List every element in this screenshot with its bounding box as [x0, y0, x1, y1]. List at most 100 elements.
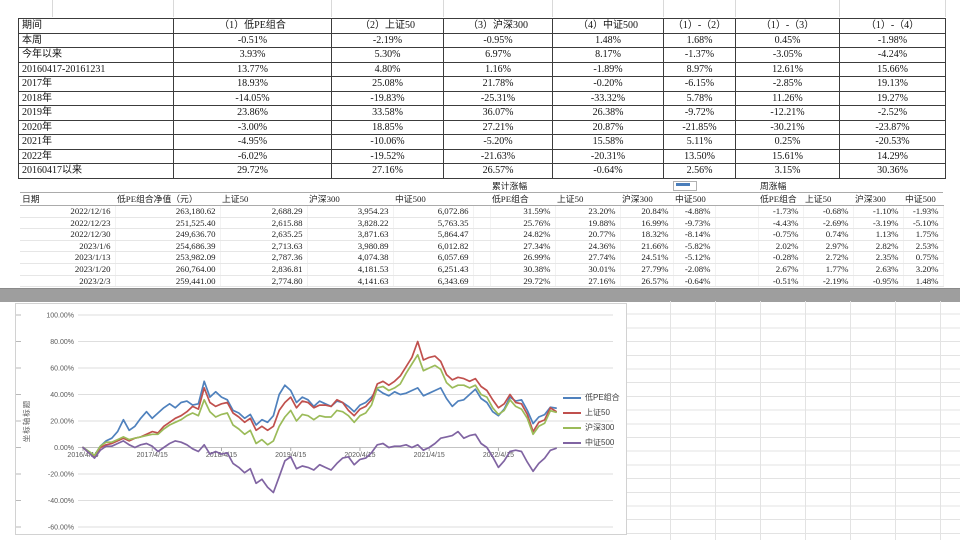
cell[interactable]: 24.36% — [555, 240, 621, 253]
cell[interactable]: 1.48% — [552, 32, 664, 48]
group-header-cell[interactable] — [307, 181, 393, 193]
header-cell[interactable]: 上证50 — [803, 192, 853, 206]
series-line-1[interactable] — [82, 380, 557, 457]
cell[interactable]: -9.73% — [673, 217, 716, 230]
cell[interactable]: -19.83% — [331, 90, 444, 106]
cell[interactable]: -2.19% — [803, 275, 854, 288]
cell[interactable]: 25.76% — [490, 217, 556, 230]
cell[interactable]: 14.29% — [839, 148, 946, 164]
cell[interactable]: -0.20% — [552, 76, 664, 92]
cell[interactable]: 20160417-20161231 — [18, 61, 174, 77]
cell[interactable]: 31.59% — [490, 205, 556, 218]
cell[interactable]: 2,774.80 — [220, 275, 308, 288]
cell[interactable]: -0.64% — [673, 275, 716, 288]
cell[interactable]: 2022/12/23 — [20, 217, 116, 230]
cell[interactable] — [473, 263, 491, 276]
header-cell[interactable]: （1）-（3） — [735, 18, 840, 34]
cell[interactable] — [715, 217, 759, 230]
cell[interactable]: 20.77% — [555, 228, 621, 241]
cell[interactable]: 253,982.09 — [115, 251, 221, 264]
cell[interactable]: 26.57% — [620, 275, 674, 288]
cell[interactable]: 260,764.00 — [115, 263, 221, 276]
cell[interactable]: -2.19% — [331, 32, 444, 48]
header-cell[interactable]: （1）低PE组合 — [173, 18, 332, 34]
cell[interactable]: 5.11% — [663, 134, 736, 150]
cell[interactable]: 2021年 — [18, 134, 174, 150]
cell[interactable]: 26.57% — [443, 163, 553, 179]
cell[interactable]: 2,688.29 — [220, 205, 308, 218]
cell[interactable]: -12.21% — [735, 105, 840, 121]
cell[interactable]: 5,864.47 — [393, 228, 474, 241]
cell[interactable] — [715, 228, 759, 241]
cell[interactable]: -0.95% — [853, 275, 904, 288]
header-cell[interactable]: 沪深300 — [620, 192, 673, 206]
cell[interactable]: 5.30% — [331, 47, 444, 63]
cell[interactable]: 33.58% — [331, 105, 444, 121]
cell[interactable]: 4,141.63 — [307, 275, 394, 288]
cell[interactable]: 18.85% — [331, 119, 444, 135]
cell[interactable]: 2023/2/3 — [20, 275, 116, 288]
cell[interactable]: 27.74% — [555, 251, 621, 264]
group-header-cell[interactable] — [220, 181, 307, 193]
cell[interactable]: 1.77% — [803, 263, 854, 276]
group-header-cell[interactable] — [903, 181, 943, 193]
performance-chart[interactable]: 100.00% 80.00% 60.00% 40.00% 20.00% 0.00% -20.… — [15, 303, 627, 535]
legend-item[interactable]: 上证50 — [563, 405, 625, 420]
cell[interactable]: 6,072.86 — [393, 205, 474, 218]
cell[interactable]: -21.85% — [663, 119, 736, 135]
header-cell[interactable] — [473, 192, 490, 206]
header-cell[interactable]: （2）上证50 — [331, 18, 444, 34]
cell[interactable]: 13.50% — [663, 148, 736, 164]
group-header-cell[interactable] — [620, 181, 673, 193]
cell[interactable]: 2020年 — [18, 119, 174, 135]
cell[interactable]: 20.84% — [620, 205, 674, 218]
cell[interactable] — [473, 251, 491, 264]
mini-embedded-object[interactable] — [673, 181, 697, 191]
cell[interactable]: -4.95% — [173, 134, 332, 150]
cell[interactable]: -2.69% — [803, 217, 854, 230]
cell[interactable]: -19.52% — [331, 148, 444, 164]
cell[interactable]: -1.73% — [758, 205, 804, 218]
cell[interactable] — [715, 205, 759, 218]
cell[interactable]: -0.51% — [173, 32, 332, 48]
cell[interactable]: 2.35% — [853, 251, 904, 264]
group-header-cell[interactable] — [115, 181, 220, 193]
cell[interactable]: -8.14% — [673, 228, 716, 241]
cell[interactable]: 2.72% — [803, 251, 854, 264]
cell[interactable]: -5.20% — [443, 134, 553, 150]
cell[interactable]: 21.78% — [443, 76, 553, 92]
cell[interactable] — [473, 217, 491, 230]
header-cell[interactable] — [715, 192, 758, 206]
cell[interactable]: -3.05% — [735, 47, 840, 63]
cell[interactable]: 2022年 — [18, 148, 174, 164]
cell[interactable]: 2,635.25 — [220, 228, 308, 241]
cell[interactable] — [715, 251, 759, 264]
cell[interactable]: -1.89% — [552, 61, 664, 77]
cell[interactable]: 2.63% — [853, 263, 904, 276]
cell[interactable]: 6,343.69 — [393, 275, 474, 288]
cell[interactable]: 1.13% — [853, 228, 904, 241]
cell[interactable]: 3,954.23 — [307, 205, 394, 218]
cell[interactable]: -1.98% — [839, 32, 946, 48]
cell[interactable]: -20.31% — [552, 148, 664, 164]
cell[interactable]: 2018年 — [18, 90, 174, 106]
cell[interactable]: -14.05% — [173, 90, 332, 106]
cell[interactable]: 4,181.53 — [307, 263, 394, 276]
cell[interactable]: 6,057.69 — [393, 251, 474, 264]
cell[interactable]: 4,074.38 — [307, 251, 394, 264]
cell[interactable]: 30.36% — [839, 163, 946, 179]
group-header-cell[interactable]: 周涨幅 — [760, 181, 787, 191]
cell[interactable]: 8.17% — [552, 47, 664, 63]
cell[interactable]: 263,180.62 — [115, 205, 221, 218]
cell[interactable]: 30.01% — [555, 263, 621, 276]
cell[interactable]: 2,615.88 — [220, 217, 308, 230]
group-header-cell[interactable] — [715, 181, 758, 193]
cell[interactable]: 今年以来 — [18, 47, 174, 63]
cell[interactable]: 249,636.70 — [115, 228, 221, 241]
cell[interactable]: 3,980.89 — [307, 240, 394, 253]
cell[interactable]: -6.15% — [663, 76, 736, 92]
cell[interactable]: 4.80% — [331, 61, 444, 77]
cell[interactable]: -33.32% — [552, 90, 664, 106]
cell[interactable]: 18.93% — [173, 76, 332, 92]
cell[interactable]: -2.52% — [839, 105, 946, 121]
